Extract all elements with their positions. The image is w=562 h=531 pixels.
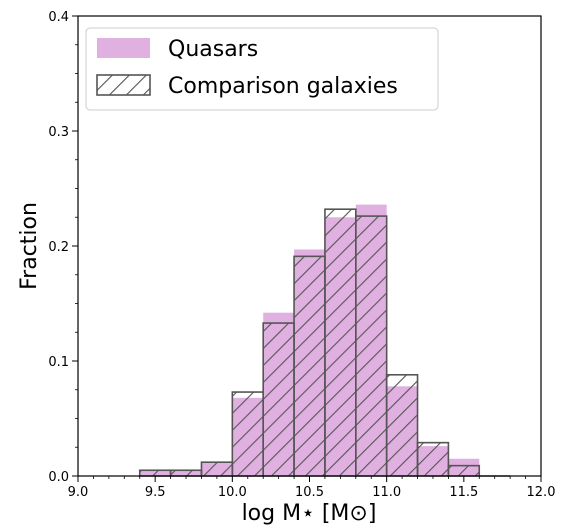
x-tick-label: 9.5 — [145, 485, 166, 500]
y-tick-label: 0.3 — [48, 125, 69, 140]
x-tick-label: 12.0 — [527, 485, 556, 500]
comparison-bar — [231, 391, 264, 477]
comparison-bar — [447, 464, 481, 477]
y-tick-label: 0.2 — [48, 240, 69, 255]
legend-label-comparison: Comparison galaxies — [168, 74, 398, 99]
y-tick-label: 0.4 — [48, 10, 69, 25]
x-axis-label: log M⋆ [M⊙] — [242, 501, 377, 526]
comparison-bar — [416, 441, 450, 477]
y-axis-label: Fraction — [17, 202, 42, 290]
y-tick-label: 0.1 — [48, 355, 69, 370]
x-tick-label: 10.0 — [218, 485, 247, 500]
comparison-bar — [293, 255, 326, 477]
y-axis-ticks: 0.0 0.1 0.2 0.3 0.4 — [48, 10, 78, 485]
comparison-bar — [262, 322, 295, 477]
x-tick-label: 11.5 — [449, 485, 478, 500]
legend: Quasars Comparison galaxies — [85, 27, 439, 111]
x-tick-label: 9.0 — [68, 485, 89, 500]
x-tick-label: 11.0 — [372, 485, 401, 500]
legend-box — [85, 27, 439, 111]
comparison-bar — [169, 469, 203, 477]
y-tick-label: 0.0 — [48, 470, 69, 485]
comparison-bars — [138, 208, 511, 477]
legend-swatch-quasars — [97, 38, 150, 58]
comparison-bar — [385, 373, 419, 477]
x-axis-ticks: 9.0 9.5 10.0 10.5 11.0 11.5 12.0 — [68, 476, 556, 500]
comparison-bar — [200, 461, 234, 477]
x-tick-label: 10.5 — [295, 485, 324, 500]
comparison-bar — [138, 469, 172, 477]
comparison-bar — [324, 208, 357, 477]
legend-swatch-comparison — [96, 74, 151, 96]
legend-label-quasars: Quasars — [168, 37, 258, 62]
comparison-bar — [354, 215, 388, 477]
